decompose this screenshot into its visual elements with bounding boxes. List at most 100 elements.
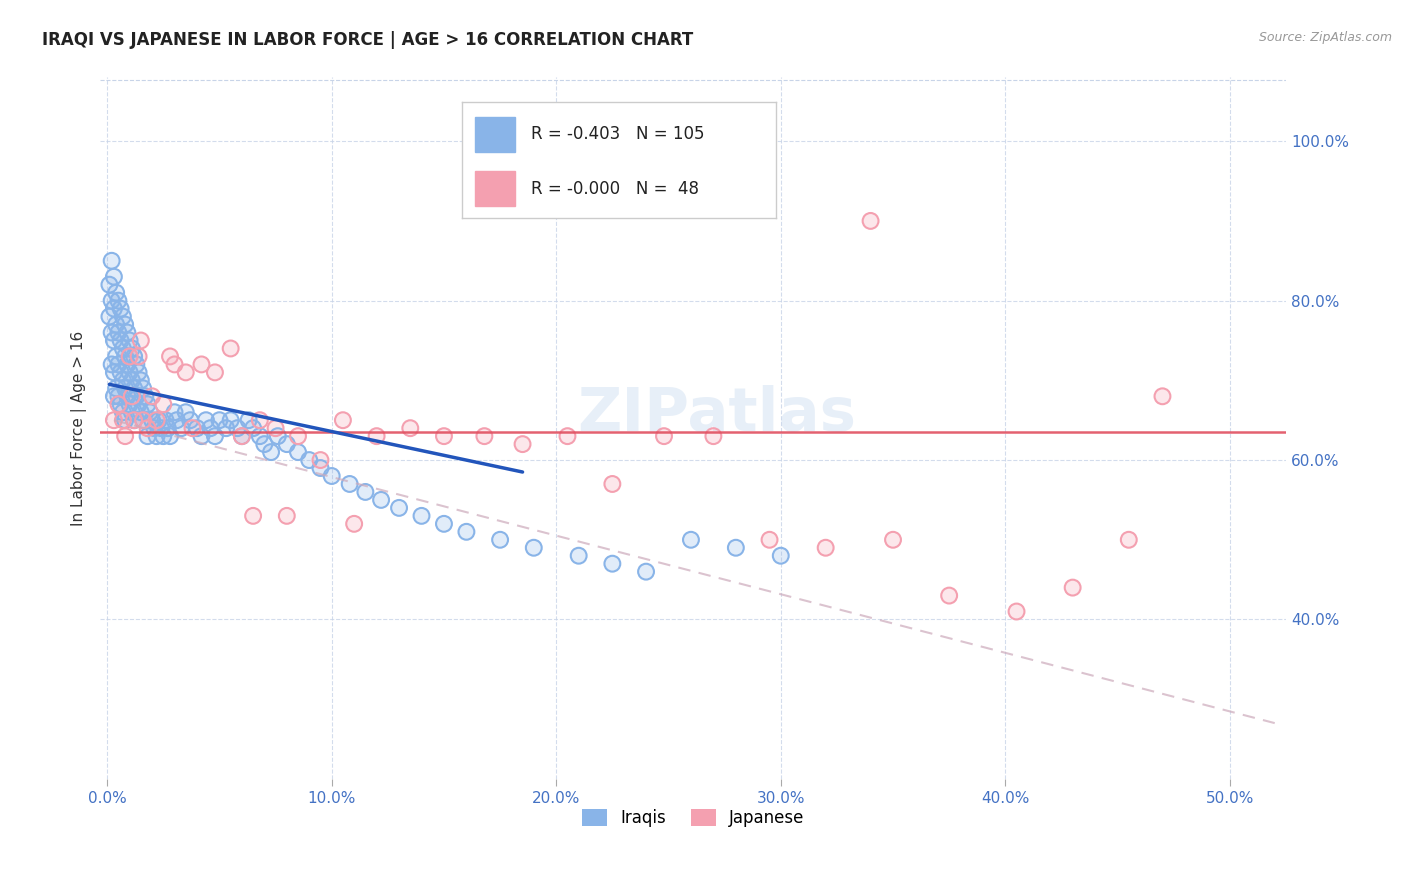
- Point: [156, 421, 179, 435]
- Point: [190, 429, 212, 443]
- Point: [309, 461, 332, 475]
- Point: [114, 413, 136, 427]
- Point: [121, 389, 143, 403]
- Point: [117, 326, 139, 340]
- Point: [107, 358, 129, 372]
- Point: [111, 413, 134, 427]
- Point: [354, 485, 377, 500]
- Point: [111, 373, 134, 387]
- Point: [814, 541, 837, 555]
- Point: [103, 269, 125, 284]
- Point: [264, 421, 287, 435]
- Point: [309, 461, 332, 475]
- Point: [111, 405, 134, 419]
- Point: [287, 445, 309, 459]
- Point: [859, 214, 882, 228]
- Point: [568, 549, 591, 563]
- Point: [111, 405, 134, 419]
- Point: [238, 413, 260, 427]
- Point: [129, 373, 152, 387]
- Point: [98, 310, 121, 324]
- Point: [122, 413, 145, 427]
- Point: [105, 285, 128, 300]
- Point: [103, 389, 125, 403]
- Point: [267, 429, 290, 443]
- Point: [1062, 581, 1084, 595]
- Point: [122, 381, 145, 395]
- Point: [148, 413, 170, 427]
- Point: [103, 365, 125, 379]
- Point: [136, 397, 159, 411]
- Point: [370, 492, 392, 507]
- Point: [114, 429, 136, 443]
- Point: [121, 405, 143, 419]
- Point: [114, 350, 136, 364]
- Point: [107, 293, 129, 308]
- Point: [105, 318, 128, 332]
- Point: [814, 541, 837, 555]
- Point: [132, 413, 155, 427]
- Point: [100, 293, 122, 308]
- Point: [110, 397, 132, 411]
- Point: [163, 358, 186, 372]
- Point: [145, 429, 167, 443]
- Point: [253, 437, 276, 451]
- Point: [186, 421, 208, 435]
- Point: [179, 413, 201, 427]
- Point: [114, 413, 136, 427]
- Point: [145, 413, 167, 427]
- Point: [602, 477, 624, 491]
- Point: [253, 437, 276, 451]
- Point: [105, 285, 128, 300]
- Point: [117, 389, 139, 403]
- Point: [100, 326, 122, 340]
- Point: [568, 549, 591, 563]
- Point: [343, 516, 366, 531]
- Point: [136, 429, 159, 443]
- Point: [121, 373, 143, 387]
- Point: [769, 549, 792, 563]
- Point: [249, 429, 271, 443]
- Point: [332, 413, 354, 427]
- Point: [287, 445, 309, 459]
- Point: [163, 358, 186, 372]
- Point: [159, 350, 181, 364]
- Point: [121, 405, 143, 419]
- Point: [200, 421, 222, 435]
- Point: [388, 500, 411, 515]
- Point: [602, 557, 624, 571]
- Point: [489, 533, 512, 547]
- Point: [231, 429, 253, 443]
- Point: [200, 421, 222, 435]
- Point: [111, 373, 134, 387]
- Point: [103, 413, 125, 427]
- Point: [343, 516, 366, 531]
- Point: [98, 277, 121, 292]
- Point: [339, 477, 361, 491]
- Point: [433, 516, 456, 531]
- Point: [114, 429, 136, 443]
- Point: [652, 429, 675, 443]
- Point: [122, 350, 145, 364]
- Point: [125, 389, 148, 403]
- Point: [190, 358, 212, 372]
- Point: [103, 269, 125, 284]
- Point: [181, 421, 204, 435]
- Point: [219, 413, 242, 427]
- Point: [128, 365, 150, 379]
- Point: [242, 508, 264, 523]
- Point: [128, 350, 150, 364]
- Point: [114, 381, 136, 395]
- Point: [143, 421, 166, 435]
- Point: [145, 429, 167, 443]
- Point: [702, 429, 724, 443]
- Point: [1152, 389, 1174, 403]
- Point: [129, 405, 152, 419]
- Point: [100, 358, 122, 372]
- Point: [136, 421, 159, 435]
- Y-axis label: In Labor Force | Age > 16: In Labor Force | Age > 16: [72, 331, 87, 525]
- Point: [128, 397, 150, 411]
- Point: [388, 500, 411, 515]
- Point: [938, 589, 960, 603]
- Point: [170, 421, 193, 435]
